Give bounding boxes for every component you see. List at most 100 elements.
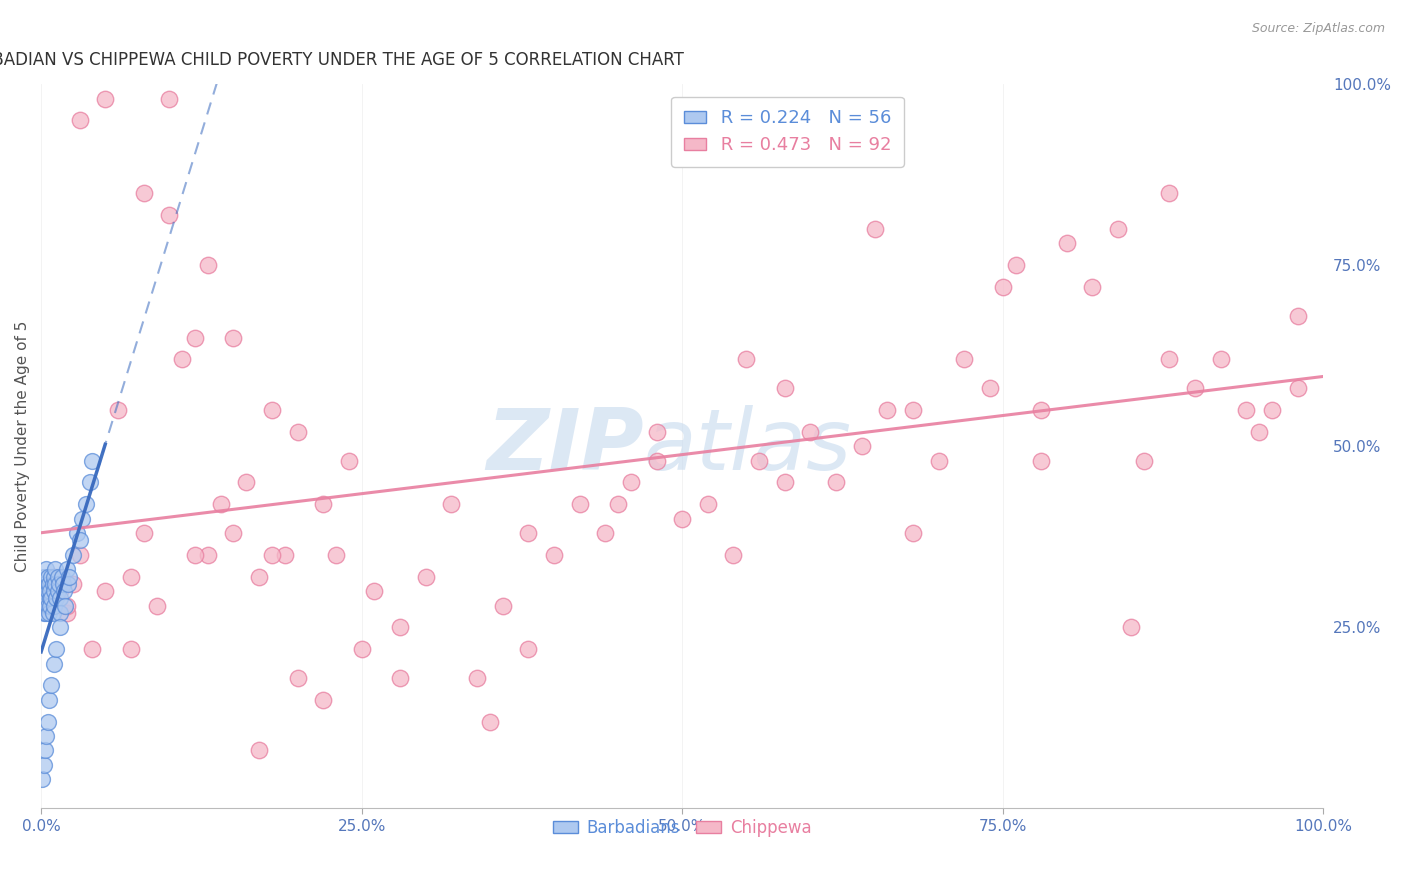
Point: [107, 403, 129, 417]
Point: [35, 591, 58, 606]
Point: [44, 577, 66, 591]
Point: [69, 533, 91, 548]
Point: [1209, 352, 1232, 367]
Point: [38, 577, 60, 591]
Point: [478, 714, 501, 729]
Point: [49, 584, 72, 599]
Point: [55, 606, 77, 620]
Point: [157, 207, 180, 221]
Point: [49, 606, 72, 620]
Point: [928, 454, 950, 468]
Point: [75, 497, 97, 511]
Point: [38, 606, 60, 620]
Point: [876, 403, 898, 417]
Point: [120, 569, 142, 583]
Point: [543, 548, 565, 562]
Point: [35, 729, 58, 743]
Point: [415, 569, 437, 583]
Point: [32, 569, 55, 583]
Point: [49, 591, 72, 606]
Point: [45, 642, 67, 657]
Point: [34, 584, 56, 599]
Point: [94, 584, 117, 599]
Point: [260, 548, 283, 562]
Text: atlas: atlas: [644, 405, 852, 488]
Point: [32, 758, 55, 772]
Point: [1234, 403, 1257, 417]
Point: [517, 642, 540, 657]
Point: [593, 526, 616, 541]
Point: [48, 577, 70, 591]
Point: [1056, 236, 1078, 251]
Point: [1119, 620, 1142, 634]
Point: [34, 577, 56, 591]
Point: [157, 92, 180, 106]
Point: [37, 569, 59, 583]
Point: [1159, 352, 1181, 367]
Point: [1004, 258, 1026, 272]
Point: [172, 352, 194, 367]
Point: [37, 714, 59, 729]
Point: [773, 381, 796, 395]
Point: [45, 591, 67, 606]
Point: [1249, 425, 1271, 439]
Point: [825, 475, 848, 490]
Text: ZIP: ZIP: [486, 405, 644, 488]
Point: [69, 548, 91, 562]
Point: [517, 526, 540, 541]
Point: [979, 381, 1001, 395]
Point: [120, 642, 142, 657]
Point: [184, 331, 207, 345]
Point: [62, 577, 84, 591]
Point: [79, 475, 101, 490]
Point: [41, 569, 63, 583]
Point: [287, 425, 309, 439]
Text: BARBADIAN VS CHIPPEWA CHILD POVERTY UNDER THE AGE OF 5 CORRELATION CHART: BARBADIAN VS CHIPPEWA CHILD POVERTY UNDE…: [0, 51, 683, 69]
Point: [465, 671, 488, 685]
Point: [748, 454, 770, 468]
Point: [41, 591, 63, 606]
Point: [671, 512, 693, 526]
Point: [247, 569, 270, 583]
Point: [363, 584, 385, 599]
Point: [53, 584, 76, 599]
Point: [799, 425, 821, 439]
Point: [901, 403, 924, 417]
Point: [70, 512, 93, 526]
Point: [1184, 381, 1206, 395]
Point: [132, 186, 155, 200]
Point: [222, 331, 245, 345]
Point: [55, 599, 77, 613]
Point: [222, 526, 245, 541]
Point: [39, 591, 62, 606]
Point: [287, 671, 309, 685]
Point: [620, 475, 643, 490]
Point: [1286, 381, 1309, 395]
Point: [55, 599, 77, 613]
Point: [1286, 309, 1309, 323]
Legend: Barbadians, Chippewa: Barbadians, Chippewa: [547, 813, 818, 844]
Point: [35, 606, 58, 620]
Point: [607, 497, 630, 511]
Point: [39, 584, 62, 599]
Point: [51, 569, 73, 583]
Point: [735, 352, 758, 367]
Point: [723, 548, 745, 562]
Point: [37, 599, 59, 613]
Point: [312, 497, 335, 511]
Y-axis label: Child Poverty Under the Age of 5: Child Poverty Under the Age of 5: [15, 320, 30, 572]
Point: [42, 599, 65, 613]
Point: [46, 584, 69, 599]
Point: [1031, 454, 1053, 468]
Point: [82, 454, 104, 468]
Point: [42, 569, 65, 583]
Point: [37, 599, 59, 613]
Point: [260, 403, 283, 417]
Point: [696, 497, 718, 511]
Point: [41, 678, 63, 692]
Point: [184, 548, 207, 562]
Point: [62, 548, 84, 562]
Point: [773, 475, 796, 490]
Point: [851, 439, 873, 453]
Point: [44, 562, 66, 576]
